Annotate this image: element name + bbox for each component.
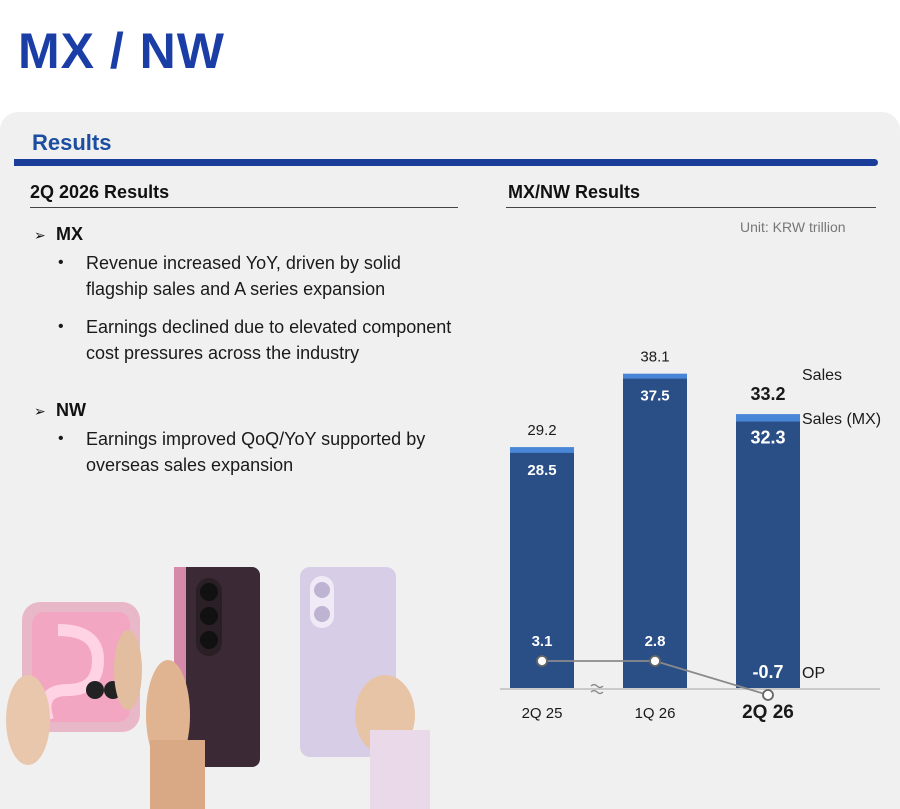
chart-heading-rule: [506, 207, 876, 208]
x-tick-label: 2Q 25: [522, 705, 563, 722]
bullet-line: flagship sales and A series expansion: [86, 279, 386, 299]
labels-group: 29.2 28.5 3.1 2Q 25 38.1 37.5 2.8 1Q 26 33.2 32.3…: [522, 349, 882, 723]
sales-value-label: 38.1: [640, 349, 669, 366]
segment-heading-nw: ➢ NW: [34, 400, 86, 421]
bar-sales-mx: [510, 452, 574, 688]
op-line-group: [536, 655, 774, 701]
bullet-dot-icon: •: [58, 254, 64, 271]
axis-break-icon: [590, 683, 604, 689]
sales-value-label: 29.2: [527, 422, 556, 439]
x-tick-label: 1Q 26: [635, 705, 676, 722]
segment-heading-mx: ➢ MX: [34, 224, 83, 245]
arrow-bullet-icon: ➢: [34, 403, 46, 419]
phones-image: [6, 567, 430, 809]
section-divider: [14, 159, 878, 166]
op-point: [536, 655, 548, 667]
bullet-item: • Earnings improved QoQ/YoY supported by…: [58, 426, 506, 478]
arrow-bullet-icon: ➢: [34, 227, 46, 243]
op-point: [649, 655, 661, 667]
legend-sales: Sales: [802, 367, 842, 384]
bars-group: [500, 373, 880, 695]
unit-label: Unit: KRW trillion: [740, 219, 846, 235]
bullet-item: • Earnings declined due to elevated comp…: [58, 314, 506, 366]
flip-phone-illustration: [6, 602, 142, 765]
bullet-item: • Revenue increased YoY, driven by solid…: [58, 250, 506, 302]
bullet-line: cost pressures across the industry: [86, 343, 360, 363]
op-value-label: -0.7: [752, 662, 783, 682]
op-value-label: 2.8: [645, 633, 666, 650]
results-heading: 2Q 2026 Results: [30, 182, 170, 202]
segment-name: MX: [56, 224, 83, 244]
bullet-dot-icon: •: [58, 318, 64, 335]
bullet-line: Earnings declined due to elevated compon…: [86, 317, 452, 337]
bullet-line: overseas sales expansion: [86, 455, 294, 475]
sales-mx-value-label: 32.3: [750, 428, 785, 448]
op-point: [762, 689, 774, 701]
page-title: MX / NW: [18, 23, 225, 79]
sales-mx-value-label: 28.5: [527, 462, 556, 479]
bar-sales-mx: [736, 421, 800, 688]
segment-name: NW: [56, 400, 86, 420]
x-tick-label: 2Q 26: [742, 702, 794, 723]
fold-phone-illustration: [146, 567, 260, 809]
axis-break-icon: [590, 689, 604, 695]
op-value-label: 3.1: [532, 633, 553, 650]
sales-value-label: 33.2: [750, 384, 785, 404]
results-heading-rule: [30, 207, 458, 208]
results-chart: 29.2 28.5 3.1 2Q 25 38.1 37.5 2.8 1Q 26 33.2 32.3…: [500, 349, 882, 723]
bar-sales-mx: [623, 378, 687, 688]
bullet-line: Earnings improved QoQ/YoY supported by: [86, 429, 426, 449]
section-title: Results: [32, 130, 112, 155]
sales-mx-value-label: 37.5: [640, 388, 669, 405]
bullet-dot-icon: •: [58, 430, 64, 447]
chart-heading: MX/NW Results: [508, 182, 641, 202]
slim-phone-illustration: [300, 567, 430, 809]
bullet-line: Revenue increased YoY, driven by solid: [86, 253, 401, 273]
legend-sales-mx: Sales (MX): [802, 411, 881, 428]
legend-op: OP: [802, 665, 825, 682]
